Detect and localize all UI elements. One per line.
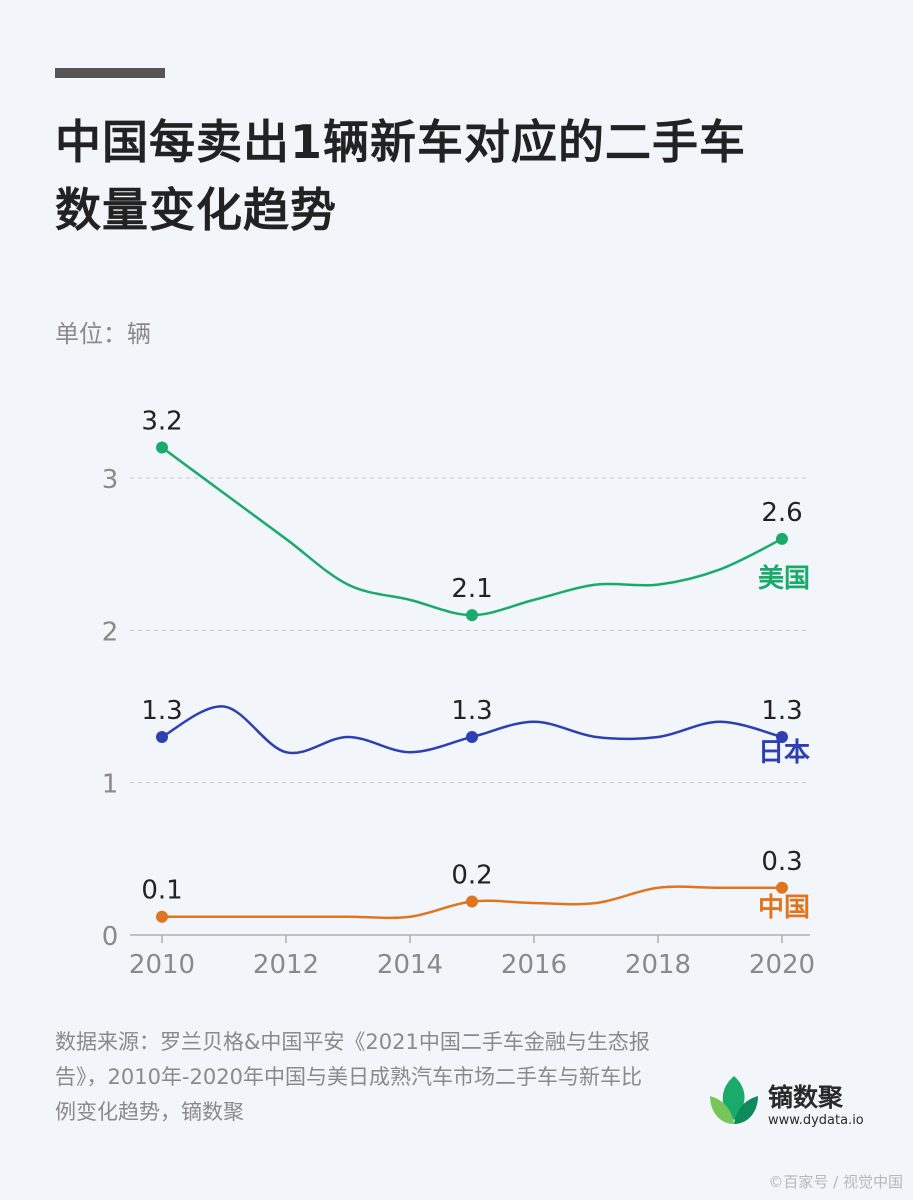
source-note: 数据来源：罗兰贝格&中国平安《2021中国二手车金融与生态报告》，2010年-2… xyxy=(55,1030,650,1124)
x-tick-label: 2020 xyxy=(749,950,815,980)
data-label: 0.2 xyxy=(451,860,492,890)
series-name-label: 中国 xyxy=(758,893,810,923)
page-title: 中国每卖出1辆新车对应的二手车 数量变化趋势 xyxy=(55,115,747,237)
data-point xyxy=(466,895,478,908)
unit-label: 单位：辆 xyxy=(55,320,151,348)
data-label: 2.6 xyxy=(761,498,802,528)
series-name-label: 美国 xyxy=(758,563,810,594)
grid-layer xyxy=(130,477,810,784)
y-tick-label: 1 xyxy=(102,770,119,800)
y-tick-label: 2 xyxy=(102,617,119,647)
data-point xyxy=(776,532,788,545)
y-tick-label: 0 xyxy=(102,922,119,952)
title-accent-bar xyxy=(55,68,165,78)
data-point xyxy=(466,609,478,622)
data-point xyxy=(776,881,788,894)
data-point xyxy=(156,910,168,923)
data-label: 0.1 xyxy=(141,876,182,906)
label-layer: 3.2 2.1 2.6 美国 1.3 1.3 1.3 日本 0.1 0.2 0.3 中国 xyxy=(141,407,810,923)
x-tick-label: 2016 xyxy=(501,950,567,980)
y-tick-label: 3 xyxy=(102,465,119,495)
axis-layer: 0 1 2 3 2010 2012 2014 2016 2018 2020 xyxy=(102,465,815,980)
x-tick-label: 2012 xyxy=(253,950,319,980)
series-layer xyxy=(156,441,788,923)
logo-url: www.dydata.io xyxy=(768,1113,864,1128)
data-label: 3.2 xyxy=(141,407,182,437)
data-label: 1.3 xyxy=(451,696,492,726)
data-point xyxy=(466,730,478,743)
x-tick-label: 2014 xyxy=(377,950,443,980)
data-point xyxy=(156,441,168,454)
data-point xyxy=(776,730,788,743)
data-label: 2.1 xyxy=(451,574,492,604)
x-tick-label: 2010 xyxy=(129,950,195,980)
series-name-label: 日本 xyxy=(758,738,810,768)
data-label: 1.3 xyxy=(141,696,182,726)
data-point xyxy=(156,730,168,743)
logo-name: 镝数聚 xyxy=(768,1083,844,1112)
brand-logo: 镝数聚 www.dydata.io xyxy=(706,1072,876,1132)
data-label: 1.3 xyxy=(761,696,802,726)
watermark: ©百家号 / 视觉中国 xyxy=(768,1173,903,1191)
x-tick-label: 2018 xyxy=(625,950,691,980)
leaf-logo-icon xyxy=(710,1076,758,1124)
data-label: 0.3 xyxy=(761,847,802,877)
